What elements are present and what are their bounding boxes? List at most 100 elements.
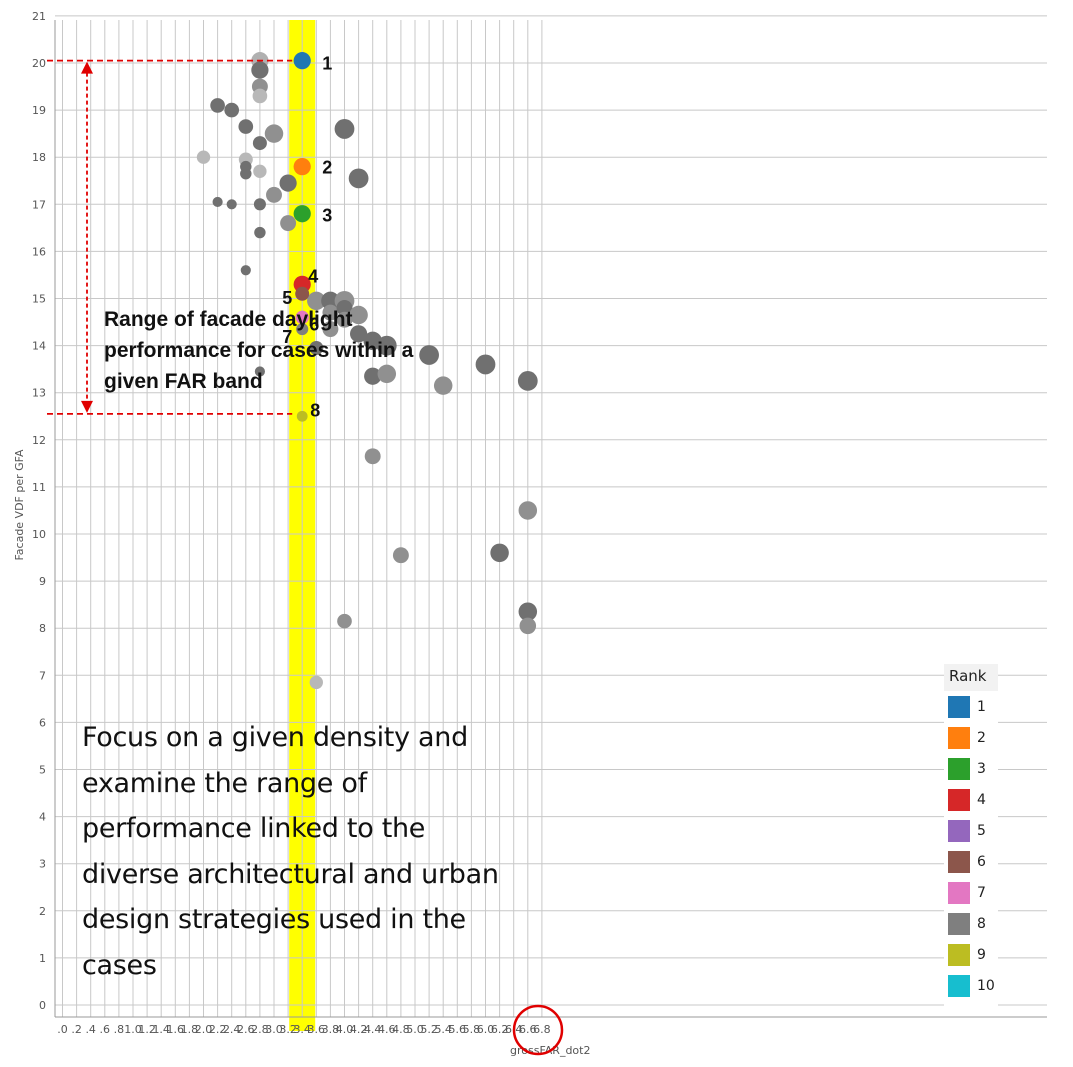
data-point: [518, 501, 538, 520]
legend-item-2: 2: [944, 722, 998, 753]
x-tick-label: 4.2: [350, 1023, 368, 1036]
legend-label: 8: [977, 915, 986, 932]
legend-swatch: [948, 850, 970, 873]
legend-swatch: [948, 943, 970, 966]
data-point: [240, 265, 251, 276]
ranked-point-5: [295, 286, 310, 301]
legend-title: Rank: [944, 664, 998, 691]
data-point: [264, 124, 284, 143]
x-tick-label: 6.0: [477, 1023, 495, 1036]
legend-swatch: [948, 788, 970, 811]
data-point: [350, 325, 368, 343]
legend-label: 4: [977, 791, 986, 808]
range-lines-layer: [47, 59, 293, 415]
x-tick-label: 2.4: [223, 1023, 241, 1036]
legend-items: 1 2 3 4 5 6 7 8 9 10: [944, 691, 998, 1001]
rank-label-6: 6: [309, 314, 319, 334]
legend-item-10: 10: [944, 970, 998, 1001]
ranked-point-3: [293, 205, 311, 223]
y-tick-label: 17: [32, 198, 46, 211]
x-tick-label: 1.8: [181, 1023, 199, 1036]
x-tick-label: 5.8: [463, 1023, 481, 1036]
x-tick-label: 4.8: [392, 1023, 410, 1036]
x-tick-label: 1.6: [167, 1023, 185, 1036]
data-point: [280, 215, 297, 232]
data-point: [210, 98, 225, 113]
data-point: [376, 335, 397, 356]
data-point: [196, 150, 211, 164]
x-tick-label: 5.2: [420, 1023, 438, 1036]
legend-swatch: [948, 757, 970, 780]
x-tick-label: 4.0: [336, 1023, 354, 1036]
data-point: [309, 675, 323, 690]
data-point: [519, 617, 537, 635]
x-tick-label: 3.2: [279, 1023, 297, 1036]
x-tick-label: 6.8: [533, 1023, 551, 1036]
rank-label-7: 7: [282, 327, 292, 347]
legend-label: 5: [977, 822, 986, 839]
data-point: [224, 102, 240, 118]
legend-label: 2: [977, 729, 986, 746]
data-point: [364, 448, 381, 465]
y-tick-label: 11: [32, 481, 46, 494]
x-tick-label: 2.2: [209, 1023, 227, 1036]
data-point: [226, 199, 237, 210]
range-annotation: Range of facade daylight performance for…: [104, 308, 414, 393]
data-point: [348, 168, 369, 189]
data-point: [475, 354, 496, 375]
x-tick-label: 1.0: [124, 1023, 142, 1036]
data-point: [377, 364, 397, 384]
legend-item-4: 4: [944, 784, 998, 815]
rank-label-4: 4: [308, 266, 318, 286]
y-tick-label: 3: [39, 858, 46, 871]
x-tick-label: 4.4: [364, 1023, 382, 1036]
data-point: [309, 340, 324, 355]
x-tick-label: 2.0: [195, 1023, 213, 1036]
legend-swatch: [948, 881, 970, 904]
data-point: [322, 321, 339, 338]
x-tick-label: 3.4: [293, 1023, 311, 1036]
legend-label: 3: [977, 760, 986, 777]
x-tick-label: 6.2: [491, 1023, 509, 1036]
legend-item-9: 9: [944, 939, 998, 970]
x-tick-label: 4.6: [378, 1023, 396, 1036]
data-point: [517, 371, 538, 391]
data-point: [433, 376, 453, 395]
data-point: [490, 543, 509, 563]
y-tick-label: 13: [32, 387, 46, 400]
data-point: [266, 186, 282, 203]
data-point: [253, 164, 267, 179]
y-tick-label: 18: [32, 151, 46, 164]
x-tick-label: 3.8: [322, 1023, 340, 1036]
legend-label: 9: [977, 946, 986, 963]
data-point: [321, 291, 340, 311]
y-axis-title: Facade VDF per GFA: [13, 449, 26, 561]
y-tick-label: 8: [39, 622, 46, 635]
y-tick-label: 5: [39, 764, 46, 777]
legend-label: 10: [977, 977, 995, 994]
rank-label-5: 5: [282, 288, 292, 308]
axes-layer: .0.2.4 .6.8 1.01.21.41.61.82.02.22.42.62.8…: [32, 10, 1047, 1036]
data-point: [254, 226, 266, 239]
data-point: [336, 299, 353, 316]
y-tick-label: 15: [32, 293, 46, 306]
x-tick-label: 6.6: [519, 1023, 537, 1036]
x-tick-label: 2.6: [237, 1023, 255, 1036]
x-tick-label: 5.6: [449, 1023, 467, 1036]
y-tick-label: 4: [39, 811, 46, 824]
legend-swatch: [948, 695, 970, 718]
legend-swatch: [948, 726, 970, 749]
legend-swatch: [948, 912, 970, 935]
ranked-point-8: [296, 410, 308, 422]
y-tick-label: 10: [32, 528, 46, 541]
x-tick-label: 1.2: [138, 1023, 156, 1036]
x-tick-label: 2.8: [251, 1023, 269, 1036]
data-point: [334, 119, 355, 139]
data-point: [212, 196, 223, 208]
y-tick-label: 9: [39, 575, 46, 588]
x-tick-label: 5.0: [406, 1023, 424, 1036]
ranked-point-7: [296, 323, 309, 336]
legend-label: 7: [977, 884, 986, 901]
